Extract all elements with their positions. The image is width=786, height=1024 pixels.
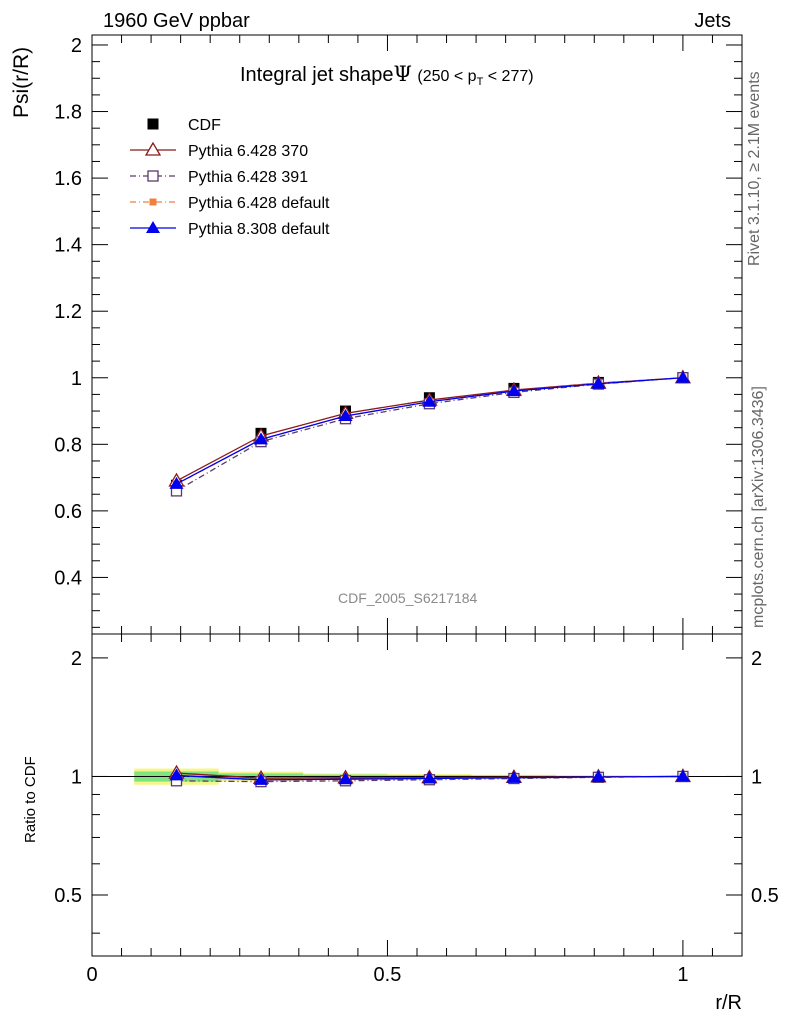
title-range: (250 < pT < 277) [417,68,534,89]
y-tick-label: 1.4 [54,235,82,257]
series-point [675,370,690,383]
legend-label-cdf: CDF [188,117,221,134]
y-tick-label: 1.8 [54,102,82,124]
y-axis-label: Psi(r/R) [10,46,33,118]
x-tick-label: 1 [677,964,688,986]
y-tick-label: 1.6 [54,168,82,190]
legend-label: Pythia 8.308 default [188,221,330,238]
x-axis-label: r/R [715,992,742,1014]
ratio-series-point [338,772,353,785]
ratio-y-tick-label-right: 0.5 [751,885,779,907]
y-tick-label: 0.4 [54,567,82,589]
legend-label: Pythia 6.428 370 [188,143,308,160]
title-symbol: Ψ [393,62,412,86]
legend-marker [144,141,162,156]
ratio-series-point [422,771,437,784]
y-tick-label: 2 [71,35,82,57]
ratio-y-tick-label: 0.5 [54,885,82,907]
mcplots-label: mcplots.cern.ch [arXiv:1306.3436] [750,386,767,628]
ratio-frame [91,633,743,957]
ratio-series-point [254,772,268,785]
series-point [338,409,353,422]
analysis-label: CDF_2005_S6217184 [338,590,478,606]
legend-label: Pythia 6.428 default [188,195,330,212]
y-tick-label: 1 [71,368,82,390]
title-range-open: (250 < p [417,68,477,85]
legend-marker [147,170,159,182]
ratio-y-tick-label-right: 2 [751,648,762,670]
ratio-y-axis-label: Ratio to CDF [22,756,39,843]
legend-marker [146,221,160,233]
series-point [254,432,268,445]
title-range-sub: T [476,76,484,89]
series-point [422,394,437,407]
x-tick-label: 0.5 [374,964,402,986]
legend-marker-cdf [147,118,159,130]
y-tick-label: 1.2 [54,301,82,323]
header-left: 1960 GeV ppbar [103,10,250,32]
legend-label: Pythia 6.428 391 [188,169,308,186]
title-range-close: < 277) [483,68,534,85]
ratio-series-point [675,769,690,782]
ratio-y-tick-label: 1 [71,766,82,788]
rivet-label: Rivet 3.1.10, ≥ 2.1M events [746,71,763,266]
ratio-series-point [591,769,606,782]
y-tick-label: 0.6 [54,501,82,523]
title-prefix: Integral jet shape [240,64,394,86]
ratio-series-point [506,770,521,783]
chart-title: Integral jet shapeΨ (250 < pT < 277) [240,62,534,88]
series-point [169,476,184,489]
legend-marker [149,198,157,206]
header-right: Jets [694,10,731,32]
x-tick-label: 0 [86,964,97,986]
y-tick-label: 0.8 [54,434,82,456]
ratio-y-tick-label: 2 [71,648,82,670]
series-point [591,376,606,389]
ratio-series-point [169,768,184,781]
series-point [506,384,521,397]
ratio-y-tick-label-right: 1 [751,766,762,788]
